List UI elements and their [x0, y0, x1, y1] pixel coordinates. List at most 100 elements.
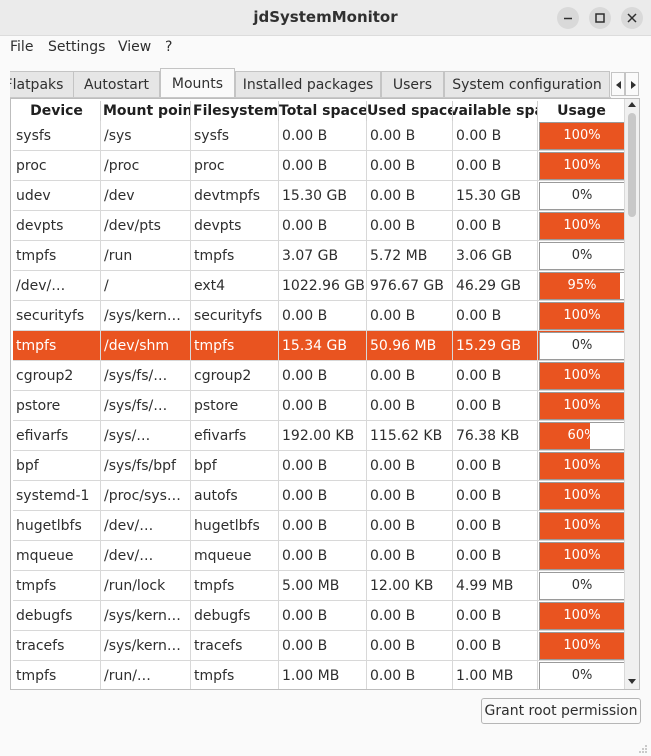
cell-used-space: 0.00 B — [367, 361, 453, 391]
table-row[interactable]: mqueue/dev/… mqueue 0.00 B 0.00 B 0.00 B 100% — [13, 541, 625, 571]
tab-system-configuration[interactable]: System configuration — [444, 71, 610, 97]
tab-installed-packages[interactable]: Installed packages — [235, 71, 381, 97]
tab-users[interactable]: Users — [381, 71, 444, 97]
cell-total-space: 1.00 MB — [279, 661, 367, 689]
cell-filesystem: tmpfs — [191, 661, 279, 689]
column-header-available-space[interactable]: Available space — [453, 101, 538, 121]
cell-used-space: 0.00 B — [367, 211, 453, 241]
table-row[interactable]: securityfs/sys/kern… securityfs 0.00 B 0.00… — [13, 301, 625, 331]
cell-filesystem: tmpfs — [191, 331, 279, 361]
cell-mount-point: / — [101, 271, 191, 301]
usage-percent-label: 100% — [563, 548, 601, 563]
column-header-used-space[interactable]: Used space — [367, 101, 453, 121]
usage-progress-fill — [540, 363, 624, 389]
table-row[interactable]: proc/proc proc 0.00 B 0.00 B 0.00 B 100% — [13, 151, 625, 181]
cell-filesystem: hugetlbfs — [191, 511, 279, 541]
usage-percent-label: 100% — [563, 368, 601, 383]
column-header-filesystem[interactable]: Filesystem — [193, 101, 279, 121]
vertical-scrollbar[interactable] — [624, 99, 639, 689]
maximize-icon — [595, 13, 605, 23]
cell-used-space: 0.00 B — [367, 631, 453, 661]
table-row[interactable]: /dev/… / ext4 1022.96 GB 976.67 GB 46.29 GB 95… — [13, 271, 625, 301]
table-row[interactable]: tmpfs/dev/shm tmpfs 15.34 GB 50.96 MB 15.29 … — [13, 331, 625, 361]
menu-help[interactable]: ? — [165, 39, 173, 55]
cell-available-space: 0.00 B — [453, 121, 538, 151]
table-row[interactable]: bpf/sys/fs/bpf bpf 0.00 B 0.00 B 0.00 B 100% — [13, 451, 625, 481]
column-header-usage[interactable]: Usage — [557, 103, 606, 119]
cell-device: hugetlbfs — [13, 511, 101, 541]
cell-usage: 100% — [538, 301, 625, 331]
scroll-up-icon[interactable] — [628, 101, 636, 109]
usage-progress-bar: 100% — [539, 392, 625, 420]
cell-used-space: 5.72 MB — [367, 241, 453, 271]
maximize-button[interactable] — [589, 7, 611, 29]
scroll-down-icon[interactable] — [628, 677, 636, 685]
cell-mount-point: /sys/… — [101, 421, 191, 451]
cell-total-space: 0.00 B — [279, 601, 367, 631]
column-header-device[interactable]: Device — [13, 101, 101, 121]
table-row[interactable]: udev/dev devtmpfs 15.30 GB 0.00 B 15.30 GB 0% — [13, 181, 625, 211]
menu-file[interactable]: File — [10, 39, 34, 55]
cell-available-space: 0.00 B — [453, 481, 538, 511]
cell-device: efivarfs — [13, 421, 101, 451]
column-header-mount-point[interactable]: Mount point — [103, 101, 191, 121]
tab-mounts[interactable]: Mounts — [160, 68, 235, 97]
usage-progress-bar: 0% — [539, 182, 625, 210]
usage-progress-fill — [540, 273, 620, 299]
cell-available-space: 15.29 GB — [453, 331, 538, 361]
table-row[interactable]: sysfs/sys sysfs 0.00 B 0.00 B 0.00 B 100% — [13, 121, 625, 151]
usage-progress-fill — [540, 213, 624, 239]
table-row[interactable]: efivarfs/sys/… efivarfs 192.00 KB 115.62 KB… — [13, 421, 625, 451]
cell-filesystem: debugfs — [191, 601, 279, 631]
close-button[interactable] — [621, 7, 643, 29]
table-row[interactable]: tmpfs/run/… tmpfs 1.00 MB 0.00 B 1.00 MB 0% — [13, 661, 625, 689]
grant-root-permission-button[interactable]: Grant root permission — [481, 698, 641, 724]
column-header-total-space[interactable]: Total space — [279, 101, 367, 121]
tab-scroll-left-button[interactable] — [611, 72, 625, 96]
tab-autostart[interactable]: Autostart — [73, 71, 160, 97]
cell-mount-point: /run/… — [101, 661, 191, 689]
cell-total-space: 0.00 B — [279, 391, 367, 421]
cell-device: tmpfs — [13, 661, 101, 689]
cell-device: tmpfs — [13, 331, 101, 361]
tab-scroll-right-button[interactable] — [625, 72, 639, 96]
menu-bar: File Settings View ? — [0, 36, 651, 60]
usage-progress-fill — [540, 603, 624, 629]
cell-available-space: 15.30 GB — [453, 181, 538, 211]
menu-settings[interactable]: Settings — [48, 39, 106, 55]
scrollbar-thumb[interactable] — [628, 113, 636, 217]
cell-used-space: 12.00 KB — [367, 571, 453, 601]
cell-available-space: 0.00 B — [453, 361, 538, 391]
usage-percent-label: 100% — [563, 308, 601, 323]
cell-available-space: 0.00 B — [453, 601, 538, 631]
close-icon — [627, 13, 637, 23]
cell-available-space: 0.00 B — [453, 451, 538, 481]
table-row[interactable]: systemd-1/proc/sys… autofs 0.00 B 0.00 B 0.0… — [13, 481, 625, 511]
window-title: jdSystemMonitor — [253, 8, 398, 26]
cell-usage: 60% — [538, 421, 625, 451]
cell-used-space: 0.00 B — [367, 661, 453, 689]
table-row[interactable]: cgroup2/sys/fs/… cgroup2 0.00 B 0.00 B 0.00 … — [13, 361, 625, 391]
minimize-button[interactable] — [557, 7, 579, 29]
usage-progress-fill — [540, 483, 624, 509]
cell-used-space: 0.00 B — [367, 481, 453, 511]
cell-available-space: 0.00 B — [453, 541, 538, 571]
table-row[interactable]: tracefs/sys/kern… tracefs 0.00 B 0.00 B 0.00… — [13, 631, 625, 661]
cell-device: mqueue — [13, 541, 101, 571]
menu-view[interactable]: View — [118, 39, 152, 55]
cell-used-space: 0.00 B — [367, 541, 453, 571]
tab-flatpaks-label: Flatpaks — [10, 77, 64, 93]
resize-grip-icon[interactable] — [638, 744, 648, 754]
usage-percent-label: 100% — [563, 158, 601, 173]
table-row[interactable]: tmpfs/run tmpfs 3.07 GB 5.72 MB 3.06 GB 0% — [13, 241, 625, 271]
cell-mount-point: /proc/sys… — [101, 481, 191, 511]
table-row[interactable]: tmpfs/run/lock tmpfs 5.00 MB 12.00 KB 4.99 M… — [13, 571, 625, 601]
table-row[interactable]: devpts/dev/pts devpts 0.00 B 0.00 B 0.00 B 10… — [13, 211, 625, 241]
tab-strip: Flatpaks Autostart Mounts Installed pack… — [10, 68, 611, 98]
tab-flatpaks[interactable]: Flatpaks — [10, 71, 74, 97]
cell-filesystem: sysfs — [191, 121, 279, 151]
table-row[interactable]: hugetlbfs/dev/… hugetlbfs 0.00 B 0.00 B 0.00… — [13, 511, 625, 541]
table-row[interactable]: debugfs/sys/kern… debugfs 0.00 B 0.00 B 0.00… — [13, 601, 625, 631]
cell-filesystem: mqueue — [191, 541, 279, 571]
